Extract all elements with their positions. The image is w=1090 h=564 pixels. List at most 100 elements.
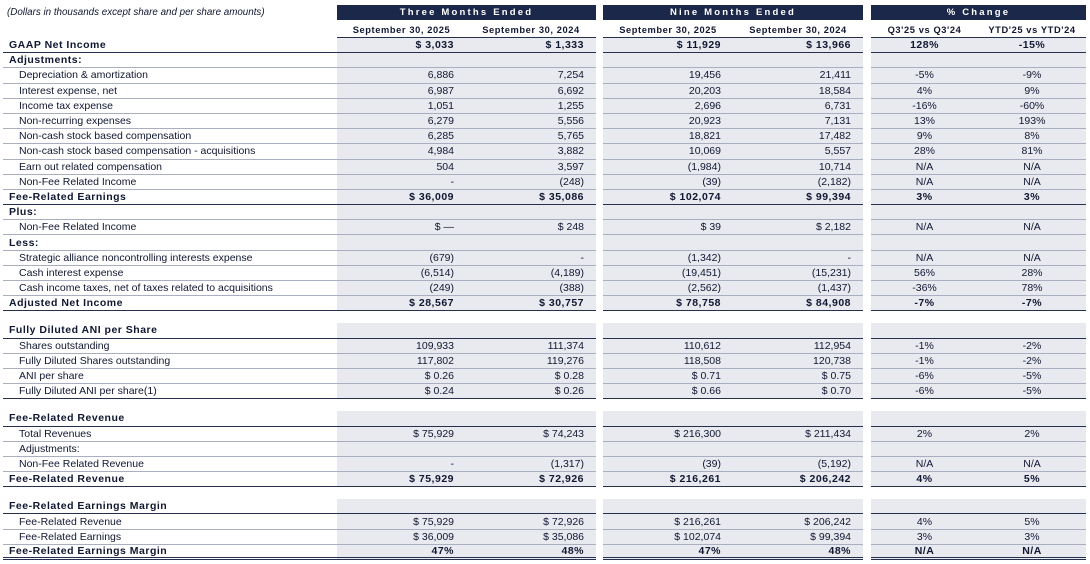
row-label: Depreciation & amortization xyxy=(3,68,337,84)
row-label: Less: xyxy=(3,235,337,251)
column-header-sep-30-2024-quarter: September 30, 2024 xyxy=(466,22,596,38)
cell-value: -36% xyxy=(871,281,978,297)
row-label: Fee-Related Earnings Margin xyxy=(3,545,337,560)
column-gap xyxy=(863,368,871,385)
cell-value: 6,692 xyxy=(466,83,596,99)
cell-value xyxy=(978,53,1086,69)
column-header-sep-30-2024-ytd: September 30, 2024 xyxy=(733,22,863,38)
cell-value: 1,255 xyxy=(466,98,596,114)
cell-value: 6,279 xyxy=(337,113,466,130)
column-gap xyxy=(596,384,603,400)
cell-value: N/A xyxy=(871,544,978,560)
cell-value xyxy=(603,205,733,221)
table-row: Non-Fee Related Income - (248) (39) (2,182) N… xyxy=(3,174,1088,190)
cell-value xyxy=(603,53,733,69)
cell-value: N/A xyxy=(871,456,978,473)
cell-value: 20,203 xyxy=(603,83,733,99)
table-row: Interest expense, net 6,987 6,692 20,203 18,… xyxy=(3,83,1088,99)
cell-value: $ 30,757 xyxy=(466,296,596,312)
column-gap xyxy=(596,144,603,160)
cell-value: 109,933 xyxy=(337,338,466,354)
cell-value: 13% xyxy=(871,113,978,130)
table-row: Adjustments: xyxy=(3,53,1088,69)
row-label: Shares outstanding xyxy=(3,339,337,354)
row-label: Non-Fee Related Revenue xyxy=(3,457,337,473)
cell-value: $ 0.24 xyxy=(337,384,466,400)
cell-value xyxy=(733,205,863,221)
column-gap xyxy=(596,441,603,457)
table-row: Non-Fee Related Revenue - (1,317) (39) (5,19… xyxy=(3,456,1088,473)
cell-value: $ 75,929 xyxy=(337,426,466,442)
cell-value xyxy=(871,235,978,251)
cell-value: (5,192) xyxy=(733,456,863,473)
cell-value xyxy=(871,53,978,69)
row-label: Adjustments: xyxy=(3,53,337,69)
column-gap xyxy=(863,83,871,99)
cell-value: $ 99,394 xyxy=(733,189,863,206)
cell-value: 10,069 xyxy=(603,144,733,160)
table-group-header-row: (Dollars in thousands except share and p… xyxy=(3,5,1088,20)
cell-value xyxy=(733,323,863,339)
row-label: Cash income taxes, net of taxes related … xyxy=(3,281,337,297)
cell-value xyxy=(733,441,863,457)
column-gap xyxy=(863,281,871,297)
cell-value: 3% xyxy=(978,529,1086,545)
row-label: ANI per share xyxy=(3,369,337,385)
column-gap xyxy=(863,113,871,130)
cell-value: -5% xyxy=(978,384,1086,400)
cell-value: 18,821 xyxy=(603,129,733,145)
cell-value: $ 78,758 xyxy=(603,296,733,312)
units-note: (Dollars in thousands except share and p… xyxy=(7,7,265,18)
table-row: Non-cash stock based compensation - acqu… xyxy=(3,144,1088,160)
cell-value: $ 36,009 xyxy=(337,189,466,206)
column-gap xyxy=(596,250,603,266)
cell-value: 6,285 xyxy=(337,129,466,145)
cell-value: 111,374 xyxy=(466,338,596,354)
spacer-row xyxy=(3,399,1088,411)
cell-value: (1,317) xyxy=(466,456,596,473)
cell-value: $ 99,394 xyxy=(733,529,863,545)
cell-value: N/A xyxy=(978,159,1086,175)
row-label: Interest expense, net xyxy=(3,84,337,99)
table-column-header-row: September 30, 2025 September 30, 2024 Se… xyxy=(3,22,1088,38)
cell-value: $ 75,929 xyxy=(337,514,466,530)
column-gap xyxy=(863,441,871,457)
column-gap xyxy=(596,38,603,54)
column-gap xyxy=(863,174,871,190)
column-gap xyxy=(863,384,871,400)
column-gap xyxy=(863,514,871,530)
cell-value: -1% xyxy=(871,338,978,354)
cell-value: N/A xyxy=(871,159,978,175)
cell-value xyxy=(337,411,466,427)
cell-value xyxy=(466,411,596,427)
row-label: Non-Fee Related Income xyxy=(3,220,337,236)
cell-value: $ 1,333 xyxy=(466,38,596,54)
cell-value: $ 35,086 xyxy=(466,189,596,206)
column-gap xyxy=(596,368,603,385)
cell-value: 5,765 xyxy=(466,129,596,145)
table-row: Fully Diluted Shares outstanding 117,802 1… xyxy=(3,353,1088,369)
cell-value: (15,231) xyxy=(733,265,863,281)
table-row: Fee-Related Revenue xyxy=(3,411,1088,427)
column-header-sep-30-2025-quarter: September 30, 2025 xyxy=(337,22,466,38)
table-row: Non-cash stock based compensation 6,285 5,… xyxy=(3,129,1088,145)
cell-value xyxy=(603,411,733,427)
row-label: Earn out related compensation xyxy=(3,160,337,175)
cell-value: 78% xyxy=(978,281,1086,297)
cell-value: (39) xyxy=(603,456,733,473)
cell-value: -7% xyxy=(871,296,978,312)
column-gap xyxy=(863,189,871,206)
column-gap xyxy=(863,250,871,266)
column-gap xyxy=(596,353,603,369)
cell-value: -2% xyxy=(978,338,1086,354)
column-gap xyxy=(863,529,871,545)
cell-value: - xyxy=(337,174,466,190)
column-gap xyxy=(596,296,603,312)
cell-value xyxy=(466,205,596,221)
column-gap xyxy=(863,38,871,54)
group-header-percent-change: % Change xyxy=(871,5,1086,20)
cell-value: $ 216,261 xyxy=(603,472,733,488)
row-label: Adjusted Net Income xyxy=(3,296,337,312)
cell-value: N/A xyxy=(978,456,1086,473)
table-row: Earn out related compensation 504 3,597 (1,… xyxy=(3,159,1088,175)
